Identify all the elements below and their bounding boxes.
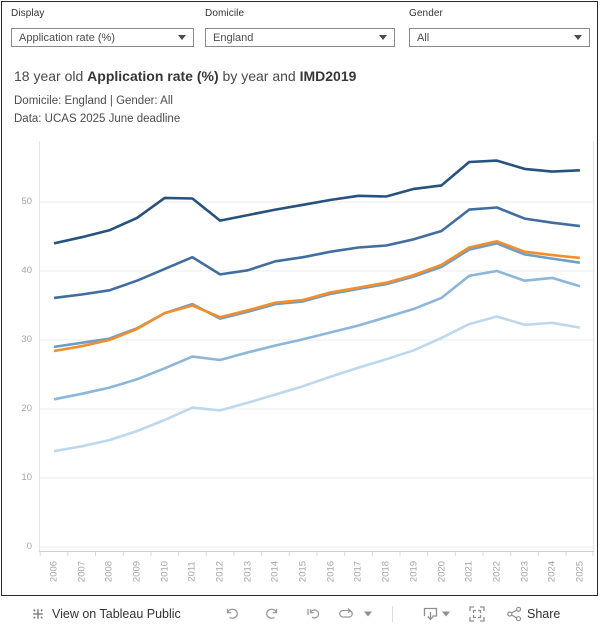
series-orange-line (53, 240, 581, 353)
tableau-toolbar: View on Tableau Public (0, 600, 600, 627)
filter-display-value: Application rate (%) (19, 31, 115, 44)
y-tick-label: 0 (26, 541, 32, 552)
x-tick-label: 2011 (186, 561, 198, 582)
series-darkest-blue-top-line (53, 159, 580, 245)
y-tick-label: 40 (21, 265, 32, 276)
tableau-logo-icon[interactable] (30, 606, 46, 622)
x-tick-label: 2023 (519, 560, 531, 583)
redo-icon[interactable] (264, 606, 280, 622)
filter-gender-value: All (417, 31, 430, 44)
toolbar-divider (392, 605, 393, 622)
share-icon[interactable] (506, 605, 523, 622)
x-tick-label: 2018 (380, 560, 392, 583)
chevron-down-icon (379, 35, 387, 40)
y-tick-label: 50 (21, 196, 32, 207)
filter-gender: Gender All (409, 8, 590, 47)
download-options-caret-icon[interactable] (442, 611, 450, 616)
filter-display-dropdown[interactable]: Application rate (%) (11, 28, 194, 47)
x-tick-label: 2010 (159, 560, 171, 583)
filter-domicile: Domicile England (205, 8, 395, 47)
filter-display-label: Display (11, 8, 45, 19)
series-light-blue-line (53, 269, 581, 401)
download-icon[interactable] (422, 605, 439, 622)
y-tick-label: 10 (21, 472, 32, 483)
x-tick-label: 2022 (491, 560, 503, 583)
x-tick-label: 2016 (325, 560, 337, 583)
replay-icon[interactable] (337, 606, 355, 622)
filter-domicile-dropdown[interactable]: England (205, 28, 395, 47)
filter-display: Display Application rate (%) (11, 8, 194, 47)
x-tick-label: 2015 (297, 560, 309, 583)
filter-domicile-label: Domicile (205, 8, 245, 19)
x-tick-label: 2014 (269, 560, 281, 583)
revert-icon[interactable] (305, 606, 321, 622)
x-tick-label: 2017 (352, 560, 364, 583)
x-tick-label: 2007 (76, 560, 88, 583)
chart-title: 18 year old Application rate (%) by year… (14, 68, 357, 84)
y-tick-label: 30 (21, 334, 32, 345)
undo-icon[interactable] (224, 606, 240, 622)
x-tick-label: 2020 (436, 560, 448, 583)
chart-data-source: Data: UCAS 2025 June deadline (14, 113, 181, 125)
y-tick-label: 20 (21, 403, 32, 414)
x-tick-label: 2008 (103, 560, 115, 583)
chevron-down-icon (178, 35, 186, 40)
x-tick-label: 2025 (574, 560, 586, 583)
filter-gender-dropdown[interactable]: All (409, 28, 590, 47)
x-tick-label: 2009 (131, 560, 143, 583)
x-tick-label: 2019 (408, 560, 420, 583)
x-tick-label: 2013 (242, 560, 254, 583)
tableau-viz-container: Display Application rate (%) Domicile En… (1, 1, 598, 596)
share-button[interactable]: Share (527, 606, 561, 621)
x-tick-label: 2012 (214, 560, 226, 583)
line-chart[interactable] (39, 141, 595, 557)
filter-gender-label: Gender (409, 8, 443, 19)
view-on-tableau-public-link[interactable]: View on Tableau Public (52, 606, 181, 621)
x-tick-label: 2006 (48, 560, 60, 583)
replay-options-caret-icon[interactable] (364, 611, 372, 616)
fullscreen-icon[interactable] (468, 605, 486, 623)
filter-domicile-value: England (213, 31, 254, 44)
series-pale-blue-line (53, 315, 581, 453)
x-tick-label: 2021 (463, 560, 475, 583)
chart-subtitle: Domicile: England | Gender: All (14, 95, 173, 107)
chevron-down-icon (574, 35, 582, 40)
series-dark-blue-line (53, 206, 581, 300)
x-tick-label: 2024 (546, 560, 558, 583)
